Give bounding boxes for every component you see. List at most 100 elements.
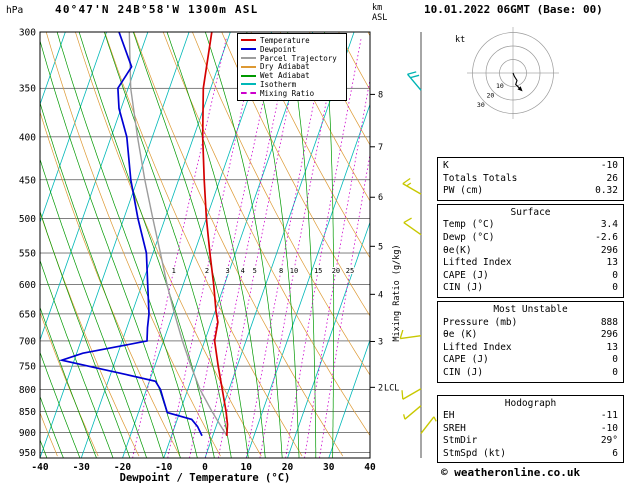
panel-row: StmSpd (kt) 6 (443, 447, 618, 459)
mixing-ratio-lines: 1 2 3 4 5 8 10 15 20 25 (132, 37, 370, 458)
panel-row: Pressure (mb) 888 (443, 316, 618, 328)
wet-adiabat-lines (40, 32, 335, 458)
svg-text:950: 950 (19, 448, 36, 459)
svg-text:500: 500 (19, 214, 36, 225)
wet-adiabat-line-swatch (241, 74, 256, 77)
panel-row: Temp (°C) 3.4 (443, 219, 618, 231)
svg-text:400: 400 (19, 132, 36, 143)
panel-row: PW (cm) 0.32 (443, 185, 618, 197)
wind-barb (402, 183, 422, 195)
hodograph-trace (512, 72, 520, 89)
svg-text:30: 30 (323, 462, 335, 473)
mixing-ratio-line-swatch (241, 92, 256, 95)
svg-text:30: 30 (477, 101, 485, 109)
svg-text:20: 20 (486, 92, 494, 100)
hodograph-unit-label: kt (455, 35, 465, 45)
wind-barb (402, 388, 422, 400)
mixing-ratio-axis-label: Mixing Ratio (g/kg) (392, 244, 402, 342)
svg-text:2: 2 (205, 267, 209, 275)
most-unstable-box: Most Unstable Pressure (mb) 888 θe (K) 296… (437, 300, 624, 383)
pressure-axis-labels: 300 350 400 450 500 550 600 650 700 750 800 850 900 9… (19, 28, 36, 459)
panel-row: CAPE (J) 0 (443, 269, 618, 281)
svg-text:1: 1 (172, 267, 176, 275)
svg-text:-40: -40 (31, 462, 48, 473)
legend-item-mixing-ratio: Mixing Ratio (241, 89, 343, 98)
legend-item-parcel: Parcel Trajectory (241, 54, 343, 63)
panel-row: CAPE (J) 0 (443, 354, 618, 366)
legend-item-dewpoint: Dewpoint (241, 45, 343, 54)
wind-barb (406, 73, 422, 91)
station-title: 40°47'N 24B°58'W 1300m ASL (55, 3, 259, 16)
panel-row: StmDir 29° (443, 435, 618, 447)
surface-box-header: Surface (510, 206, 551, 218)
svg-text:15: 15 (314, 267, 322, 275)
svg-text:4: 4 (378, 290, 383, 300)
temperature-line-swatch (241, 39, 256, 42)
panel-row: Dewp (°C) -2.6 (443, 231, 618, 243)
svg-text:5: 5 (253, 267, 257, 275)
plot-frame (39, 31, 371, 459)
legend-item-dry-adiabat: Dry Adiabat (241, 62, 343, 71)
sounding-curves (58, 32, 229, 437)
svg-text:350: 350 (19, 84, 36, 95)
svg-text:-10: -10 (155, 462, 172, 473)
wind-barb (420, 416, 435, 434)
svg-text:4: 4 (241, 267, 245, 275)
svg-text:7: 7 (378, 143, 383, 153)
wind-barb-column (399, 32, 437, 458)
temperature-curve (201, 32, 229, 436)
svg-text:650: 650 (19, 309, 36, 320)
copyright-text: © weatheronline.co.uk (441, 466, 581, 479)
dewpoint-curve (58, 32, 203, 437)
wind-barb (404, 405, 422, 420)
svg-text:10: 10 (290, 267, 298, 275)
most-unstable-box-header: Most Unstable (493, 303, 568, 315)
svg-text:3: 3 (378, 337, 383, 347)
svg-text:450: 450 (19, 175, 36, 186)
svg-text:20: 20 (332, 267, 340, 275)
panel-row: EH -11 (443, 410, 618, 422)
hodograph-box: Hodograph EH -11 SREH -10 StmDir 29° StmSpd… (437, 394, 624, 464)
panel-row: Totals Totals 26 (443, 172, 618, 184)
svg-text:850: 850 (19, 407, 36, 418)
legend-item-isotherm: Isotherm (241, 80, 343, 89)
wind-barb (400, 335, 422, 340)
temperature-axis-labels: -40 -30 -20 -10 0 10 20 30 40 (31, 462, 376, 473)
svg-text:25: 25 (346, 267, 354, 275)
svg-text:10: 10 (496, 82, 504, 90)
temperature-axis-label: Dewpoint / Temperature (°C) (119, 472, 291, 484)
lcl-marker-label: LCL (384, 383, 399, 393)
panel-row: θe (K) 296 (443, 329, 618, 341)
svg-text:8: 8 (279, 267, 283, 275)
svg-text:8: 8 (378, 90, 383, 100)
altitude-axis: 8 7 6 5 4 3 2 LCL (370, 90, 399, 393)
svg-text:0: 0 (202, 462, 208, 473)
dry-adiabat-lines (40, 32, 370, 457)
pressure-unit-label: hPa (6, 5, 24, 16)
panel-row: Lifted Index 13 (443, 341, 618, 353)
chart-legend: Temperature Dewpoint Parcel Trajectory D… (237, 33, 347, 101)
wind-barb (403, 222, 422, 236)
isotherm-line-swatch (241, 83, 256, 86)
svg-text:2: 2 (378, 383, 383, 393)
panel-row: CIN (J) 0 (443, 366, 618, 378)
panel-row: K -10 (443, 160, 618, 171)
stability-indices-box: K -10 Totals Totals 26 PW (cm) 0.32 (437, 157, 624, 201)
legend-item-wet-adiabat: Wet Adiabat (241, 71, 343, 80)
svg-text:750: 750 (19, 362, 36, 373)
panel-row: θe(K) 296 (443, 244, 618, 256)
svg-text:550: 550 (19, 249, 36, 260)
hodograph-box-header: Hodograph (504, 397, 557, 409)
indices-panel: K -10 Totals Totals 26 PW (cm) 0.32 Surface… (437, 157, 624, 466)
svg-text:800: 800 (19, 385, 36, 396)
svg-text:20: 20 (282, 462, 294, 473)
svg-text:-30: -30 (73, 462, 90, 473)
surface-box: Surface Temp (°C) 3.4 Dewp (°C) -2.6 θe(K)… (437, 203, 624, 298)
svg-text:-20: -20 (114, 462, 131, 473)
svg-text:700: 700 (19, 336, 36, 347)
panel-row: Lifted Index 13 (443, 257, 618, 269)
svg-text:300: 300 (19, 28, 36, 39)
